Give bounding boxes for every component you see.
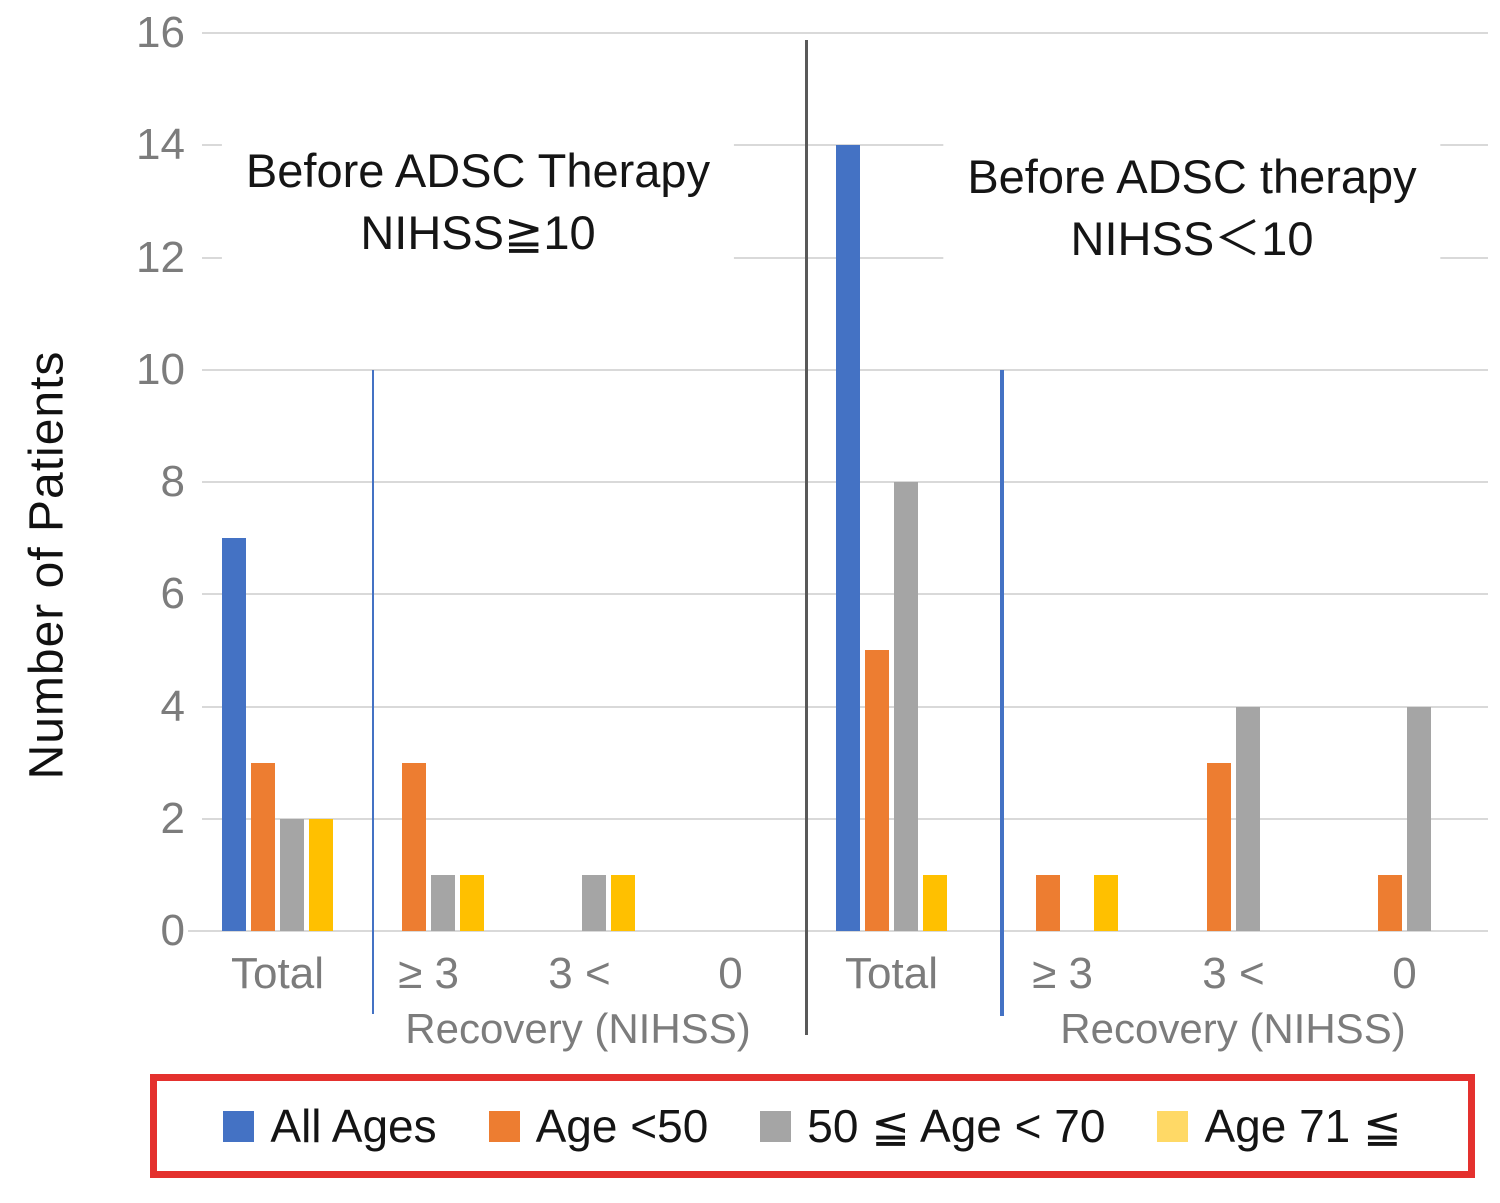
bar [1407,706,1431,931]
bar [1378,874,1402,931]
legend: All Ages Age <50 50 ≦ Age < 70 Age 71 ≦ [150,1074,1475,1178]
legend-label: Age <50 [535,1100,709,1152]
category-label: ≥ 3 [1032,949,1093,998]
category-label: Total [231,949,324,998]
bar [280,818,304,931]
legend-swatch [1157,1110,1189,1142]
bar [1036,874,1060,931]
y-tick-label: 6 [160,569,185,619]
legend-label: 50 ≦ Age < 70 [807,1100,1106,1152]
y-tick-label: 12 [136,232,185,282]
y-tick-label: 2 [160,793,185,843]
threshold-line-left [372,370,374,1014]
bar [836,145,860,931]
legend-item: All Ages [223,1100,437,1152]
y-tick-label: 14 [136,120,185,170]
panel-divider-line [805,40,808,1035]
category-label: Total [845,949,938,998]
gridline [202,32,1488,34]
legend-swatch [488,1110,520,1142]
panel-title-right: Before ADSC therapy NIHSS＜10 [943,140,1441,278]
bar [611,874,635,931]
panel-title-left: Before ADSC Therapy NIHSS≧10 [221,134,735,272]
bar [431,874,455,931]
y-tick-label: 0 [160,906,185,955]
legend-label: Age 71 ≦ [1204,1100,1402,1152]
legend-swatch [223,1110,255,1142]
y-axis-title: Number of Patients [20,350,74,780]
x-axis-note-left: Recovery (NIHSS) [405,1005,751,1052]
bar [1207,762,1231,931]
category-label: ≥ 3 [398,949,459,998]
panel-title-left-line1: Before ADSC Therapy [245,144,711,197]
y-tick-label: 16 [136,8,185,57]
legend-swatch [760,1110,792,1142]
category-label: 3 < [1202,949,1265,998]
panel-title-right-line1: Before ADSC therapy [967,150,1417,203]
bar [309,818,333,931]
gridline [188,930,1488,932]
bar [460,874,484,931]
bar [894,482,918,931]
y-tick-label: 4 [160,681,185,731]
y-tick-label: 8 [160,457,185,506]
y-tick-label: 10 [136,344,185,394]
bar [251,762,275,931]
panel-title-right-line2: NIHSS＜10 [1070,212,1314,265]
category-label: 0 [1392,949,1417,998]
legend-item: Age <50 [488,1100,709,1152]
x-axis-note-right: Recovery (NIHSS) [1060,1005,1406,1052]
bar [582,874,606,931]
legend-item: 50 ≦ Age < 70 [760,1103,1105,1149]
bar [923,874,947,931]
bar [1236,706,1260,931]
category-label: 0 [718,949,743,998]
bar [865,650,889,931]
bar [402,762,426,931]
threshold-line-right [1000,370,1004,1016]
legend-item: Age 71 ≦ [1157,1100,1402,1152]
legend-label: All Ages [270,1100,437,1152]
panel-title-left-line2: NIHSS≧10 [360,206,596,259]
bar [1094,874,1118,931]
bar [222,538,246,931]
category-label: 3 < [548,949,611,998]
